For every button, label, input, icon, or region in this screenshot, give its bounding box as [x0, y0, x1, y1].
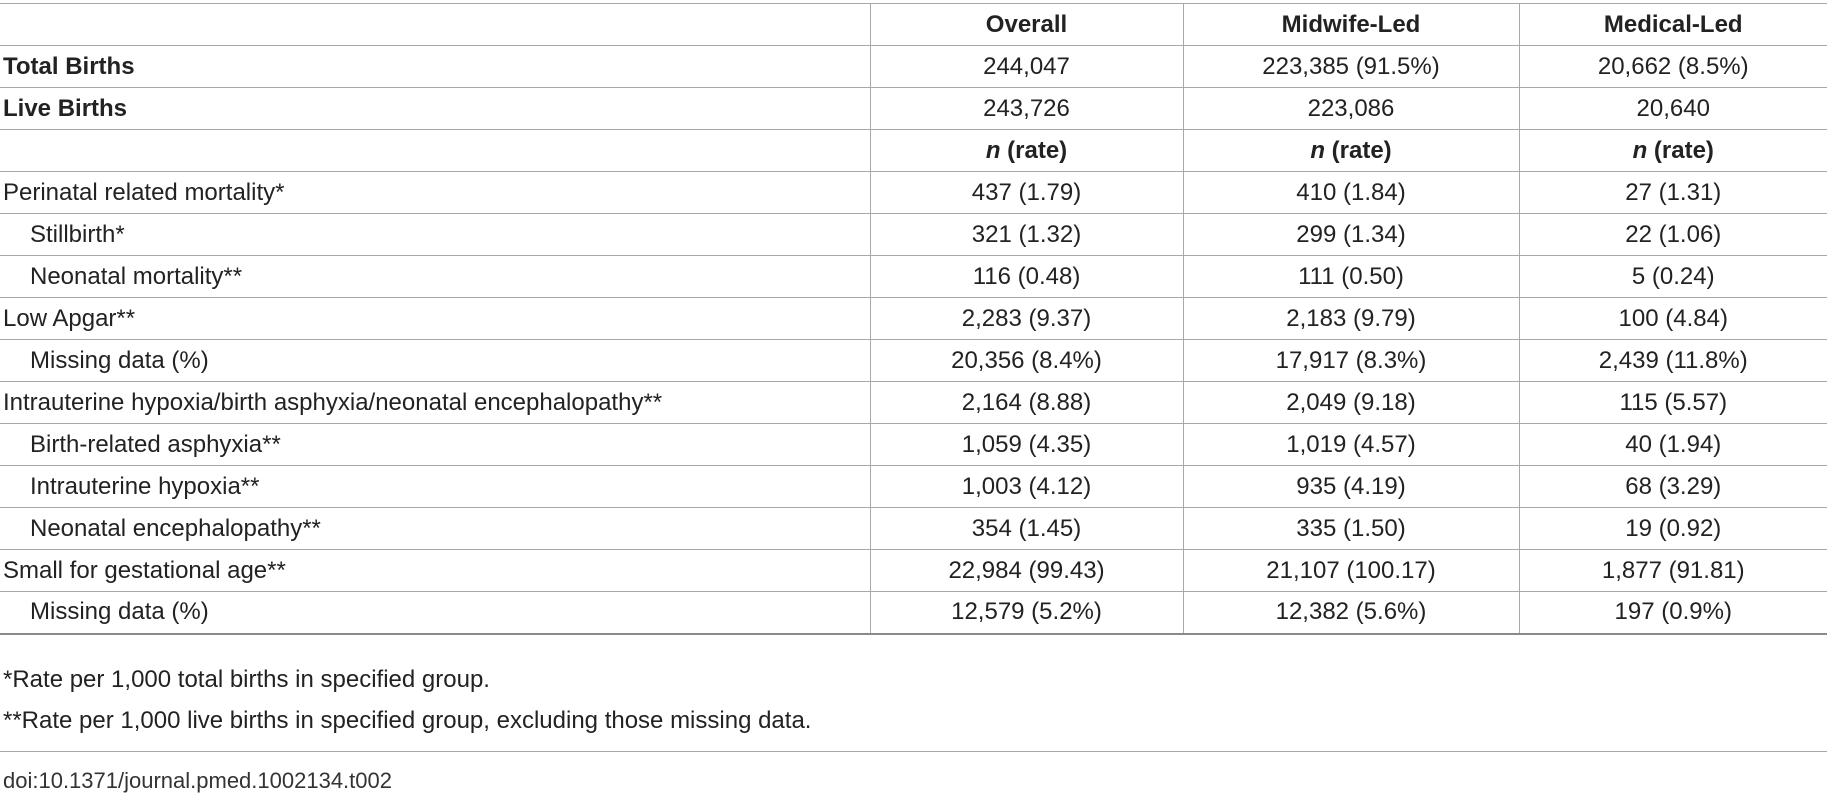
unit-row-label — [0, 129, 870, 172]
table-row: Birth-related asphyxia** 1,059 (4.35) 1,01… — [0, 423, 1827, 466]
cell-medical-led: 100 (4.84) — [1518, 297, 1827, 340]
table-row: Small for gestational age** 22,984 (99.43… — [0, 549, 1827, 592]
unit-n: n — [985, 136, 1001, 164]
cell-medical-led: 68 (3.29) — [1518, 465, 1827, 508]
row-label: Missing data (%) — [0, 591, 870, 635]
table-header-row: Overall Midwife-Led Medical-Led — [0, 3, 1827, 46]
header-cell-overall: Overall — [869, 3, 1183, 46]
unit-n: n — [1310, 136, 1325, 164]
table-row: Low Apgar** 2,283 (9.37) 2,183 (9.79) 100 (… — [0, 297, 1827, 340]
header-cell-midwife-led: Midwife-Led — [1182, 3, 1519, 46]
cell-midwife-led: 2,183 (9.79) — [1182, 297, 1519, 340]
cell-medical-led: 5 (0.24) — [1518, 255, 1827, 298]
row-label: Missing data (%) — [0, 339, 870, 382]
row-label: Neonatal encephalopathy** — [0, 507, 870, 550]
cell-midwife-led: 223,086 — [1182, 87, 1519, 130]
cell-medical-led: 19 (0.92) — [1518, 507, 1827, 550]
unit-cell-overall: n (rate) — [869, 129, 1183, 172]
table-row: Stillbirth* 321 (1.32) 299 (1.34) 22 (1.06) — [0, 213, 1827, 256]
cell-overall: 116 (0.48) — [869, 255, 1183, 298]
cell-midwife-led: 299 (1.34) — [1182, 213, 1519, 256]
cell-midwife-led: 12,382 (5.6%) — [1182, 591, 1519, 635]
table-row: Intrauterine hypoxia/birth asphyxia/neon… — [0, 381, 1827, 424]
cell-midwife-led: 17,917 (8.3%) — [1182, 339, 1519, 382]
unit-row: n (rate) n (rate) n (rate) — [0, 129, 1827, 172]
cell-overall: 20,356 (8.4%) — [869, 339, 1183, 382]
footnote-total-births-rate: *Rate per 1,000 total births in specifie… — [3, 666, 490, 693]
row-label: Neonatal mortality** — [0, 255, 870, 298]
cell-midwife-led: 1,019 (4.57) — [1182, 423, 1519, 466]
cell-overall: 244,047 — [869, 45, 1183, 88]
cell-overall: 2,164 (8.88) — [869, 381, 1183, 424]
cell-midwife-led: 223,385 (91.5%) — [1182, 45, 1519, 88]
unit-rate: (rate) — [1331, 136, 1392, 164]
cell-midwife-led: 21,107 (100.17) — [1182, 549, 1519, 592]
summary-row-total-births: Total Births 244,047 223,385 (91.5%) 20,… — [0, 45, 1827, 88]
cell-medical-led: 22 (1.06) — [1518, 213, 1827, 256]
row-label: Small for gestational age** — [0, 549, 870, 592]
cell-overall: 243,726 — [869, 87, 1183, 130]
table-row: Intrauterine hypoxia** 1,003 (4.12) 935 (4… — [0, 465, 1827, 508]
row-label: Birth-related asphyxia** — [0, 423, 870, 466]
cell-midwife-led: 2,049 (9.18) — [1182, 381, 1519, 424]
cell-overall: 12,579 (5.2%) — [869, 591, 1183, 635]
table-row: Neonatal encephalopathy** 354 (1.45) 335 (… — [0, 507, 1827, 550]
cell-midwife-led: 111 (0.50) — [1182, 255, 1519, 298]
table-row: Perinatal related mortality* 437 (1.79) 41… — [0, 171, 1827, 214]
row-label: Perinatal related mortality* — [0, 171, 870, 214]
cell-overall: 2,283 (9.37) — [869, 297, 1183, 340]
row-label: Total Births — [0, 45, 870, 88]
row-label: Live Births — [0, 87, 870, 130]
unit-rate: (rate) — [1653, 136, 1714, 164]
cell-overall: 437 (1.79) — [869, 171, 1183, 214]
cell-medical-led: 1,877 (91.81) — [1518, 549, 1827, 592]
table-row: Missing data (%) 20,356 (8.4%) 17,917 (8.3… — [0, 339, 1827, 382]
cell-overall: 22,984 (99.43) — [869, 549, 1183, 592]
unit-rate: (rate) — [1007, 136, 1068, 164]
doi-label: doi:10.1371/journal.pmed.1002134.t002 — [3, 768, 392, 793]
cell-overall: 354 (1.45) — [869, 507, 1183, 550]
footnote-live-births-rate: **Rate per 1,000 live births in specifie… — [3, 707, 812, 734]
table-row: Neonatal mortality** 116 (0.48) 111 (0.50)… — [0, 255, 1827, 298]
row-label: Low Apgar** — [0, 297, 870, 340]
summary-row-live-births: Live Births 243,726 223,086 20,640 — [0, 87, 1827, 130]
unit-n: n — [1632, 136, 1648, 164]
cell-medical-led: 27 (1.31) — [1518, 171, 1827, 214]
cell-medical-led: 40 (1.94) — [1518, 423, 1827, 466]
table-row: Missing data (%) 12,579 (5.2%) 12,382 (5.6… — [0, 591, 1827, 635]
cell-medical-led: 115 (5.57) — [1518, 381, 1827, 424]
header-cell-medical-led: Medical-Led — [1518, 3, 1827, 46]
cell-overall: 1,003 (4.12) — [869, 465, 1183, 508]
row-label: Intrauterine hypoxia/birth asphyxia/neon… — [0, 381, 870, 424]
footer-divider — [0, 751, 1827, 752]
cell-medical-led: 20,662 (8.5%) — [1518, 45, 1827, 88]
cell-overall: 321 (1.32) — [869, 213, 1183, 256]
header-cell-empty — [0, 3, 870, 46]
cell-medical-led: 197 (0.9%) — [1518, 591, 1827, 635]
cell-midwife-led: 335 (1.50) — [1182, 507, 1519, 550]
row-label: Stillbirth* — [0, 213, 870, 256]
outcomes-table: Overall Midwife-Led Medical-Led Total Bi… — [0, 3, 1827, 635]
cell-medical-led: 20,640 — [1518, 87, 1827, 130]
row-label: Intrauterine hypoxia** — [0, 465, 870, 508]
cell-overall: 1,059 (4.35) — [869, 423, 1183, 466]
unit-cell-midwife-led: n (rate) — [1182, 129, 1519, 172]
cell-medical-led: 2,439 (11.8%) — [1518, 339, 1827, 382]
cell-midwife-led: 935 (4.19) — [1182, 465, 1519, 508]
unit-cell-medical-led: n (rate) — [1518, 129, 1827, 172]
cell-midwife-led: 410 (1.84) — [1182, 171, 1519, 214]
